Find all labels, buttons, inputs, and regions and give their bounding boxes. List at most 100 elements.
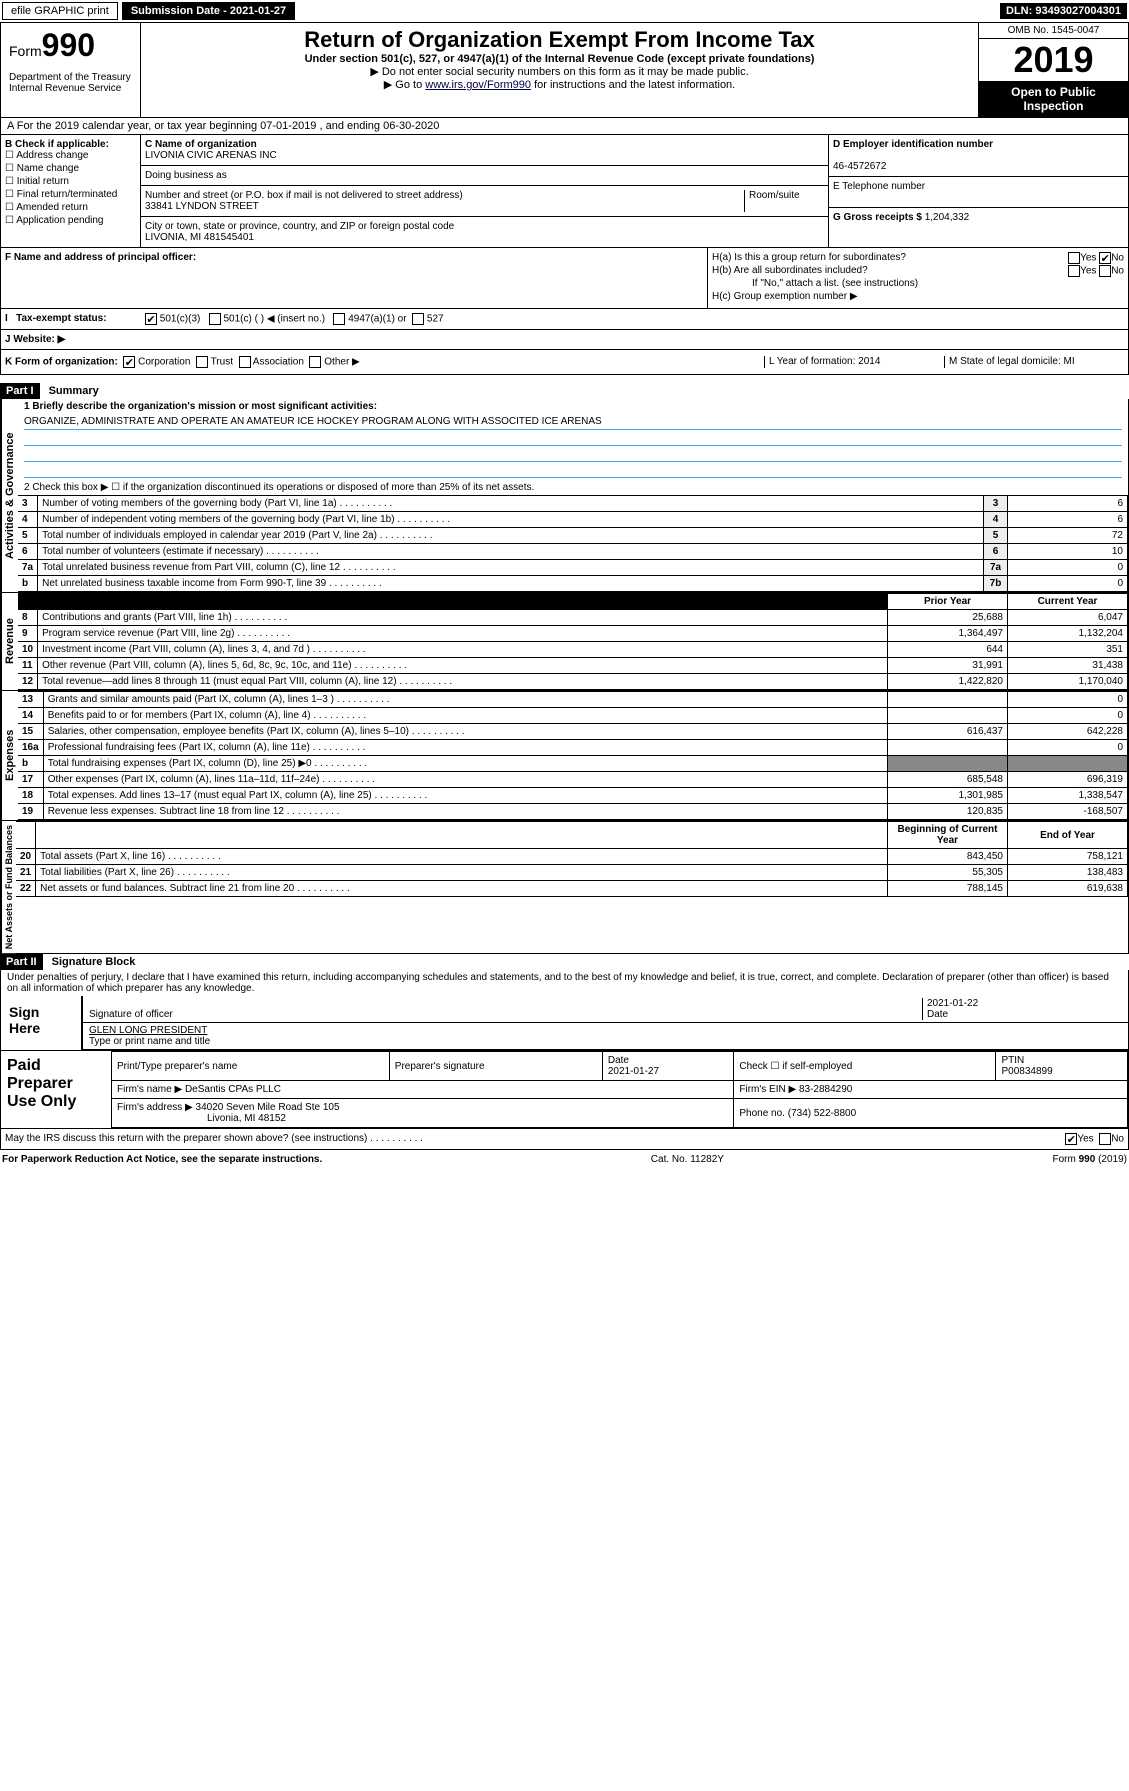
form-label: Form: [9, 43, 42, 59]
submission-btn[interactable]: Submission Date - 2021-01-27: [122, 2, 295, 20]
row-k: K Form of organization: Corporation Trus…: [0, 350, 1129, 375]
form-number-box: Form990 Department of the Treasury Inter…: [1, 23, 141, 117]
na-hdr: Beginning of Current YearEnd of Year: [16, 822, 1128, 849]
hb-yes[interactable]: [1068, 265, 1080, 277]
f-label: F Name and address of principal officer:: [5, 252, 196, 263]
revenue-section: Revenue Prior YearCurrent Year 8Contribu…: [0, 593, 1129, 691]
chk-pending[interactable]: ☐ Application pending: [5, 215, 136, 226]
discuss-text: May the IRS discuss this return with the…: [5, 1133, 1065, 1145]
pp-date: Date2021-01-27: [602, 1052, 733, 1081]
city-box: City or town, state or province, country…: [141, 217, 828, 247]
side-activities: Activities & Governance: [1, 399, 18, 592]
chk-4947[interactable]: [333, 313, 345, 325]
irs-link[interactable]: www.irs.gov/Form990: [425, 79, 531, 91]
subtitle2: ▶ Do not enter social security numbers o…: [145, 65, 974, 78]
discuss-yes[interactable]: [1065, 1133, 1077, 1145]
city: LIVONIA, MI 481545401: [145, 232, 254, 243]
side-revenue: Revenue: [1, 593, 18, 690]
header-title-box: Return of Organization Exempt From Incom…: [141, 23, 978, 117]
part1-header-row: Part I Summary: [0, 383, 1129, 399]
part1-title: Summary: [43, 383, 105, 399]
chk-final[interactable]: ☐ Final return/terminated: [5, 189, 136, 200]
hdr-current: Current Year: [1008, 594, 1128, 610]
hc-line: H(c) Group exemption number ▶: [712, 291, 1124, 302]
chk-initial[interactable]: ☐ Initial return: [5, 176, 136, 187]
org-name: LIVONIA CIVIC ARENAS INC: [145, 150, 277, 161]
subtitle1: Under section 501(c), 527, or 4947(a)(1)…: [145, 53, 974, 65]
row-a: A For the 2019 calendar year, or tax yea…: [0, 118, 1129, 135]
chk-name[interactable]: ☐ Name change: [5, 163, 136, 174]
topbar: efile GRAPHIC print Submission Date - 20…: [0, 0, 1129, 22]
discuss-no[interactable]: [1099, 1133, 1111, 1145]
open-public: Open to Public Inspection: [979, 81, 1128, 117]
part2-header-row: Part II Signature Block: [0, 954, 1129, 970]
chk-527[interactable]: [412, 313, 424, 325]
mission-blank1: [24, 432, 1122, 446]
chk-assoc[interactable]: [239, 356, 251, 368]
opt-trust: Trust: [211, 357, 233, 368]
officer-name-row: GLEN LONG PRESIDENT Type or print name a…: [83, 1023, 1128, 1050]
chk-trust[interactable]: [196, 356, 208, 368]
col-de: D Employer identification number 46-4572…: [828, 135, 1128, 247]
form-title: Return of Organization Exempt From Incom…: [145, 27, 974, 53]
table-row: 13Grants and similar amounts paid (Part …: [18, 692, 1128, 708]
part2-title: Signature Block: [46, 954, 142, 970]
i-label: I Tax-exempt status:: [5, 313, 145, 325]
hb-note: If "No," attach a list. (see instruction…: [712, 278, 1124, 289]
expenses-section: Expenses 13Grants and similar amounts pa…: [0, 691, 1129, 821]
paid-preparer: Paid Preparer Use Only Print/Type prepar…: [0, 1051, 1129, 1129]
footer-left: For Paperwork Reduction Act Notice, see …: [2, 1154, 322, 1165]
org-name-box: C Name of organization LIVONIA CIVIC ARE…: [141, 135, 828, 166]
chk-address[interactable]: ☐ Address change: [5, 150, 136, 161]
officer-name: GLEN LONG PRESIDENT: [89, 1025, 207, 1036]
revenue-table: Prior YearCurrent Year 8Contributions an…: [18, 593, 1128, 690]
hb-no[interactable]: [1099, 265, 1111, 277]
mission-blank3: [24, 464, 1122, 478]
sig-date-lbl: Date: [927, 1009, 948, 1020]
chk-501c3[interactable]: [145, 313, 157, 325]
chk-amended[interactable]: ☐ Amended return: [5, 202, 136, 213]
subtitle3: ▶ Go to www.irs.gov/Form990 for instruct…: [145, 78, 974, 91]
pp-selfemp[interactable]: Check ☐ if self-employed: [734, 1052, 996, 1081]
chk-501c[interactable]: [209, 313, 221, 325]
netassets-section: Net Assets or Fund Balances Beginning of…: [0, 821, 1129, 954]
row-i: I Tax-exempt status: 501(c)(3) 501(c) ( …: [0, 309, 1129, 330]
ha-yes[interactable]: [1068, 252, 1080, 264]
rev-hdr: Prior YearCurrent Year: [18, 594, 1128, 610]
paid-table: Print/Type preparer's name Preparer's si…: [111, 1051, 1128, 1128]
col-h: H(a) Is this a group return for subordin…: [708, 248, 1128, 308]
table-row: 14Benefits paid to or for members (Part …: [18, 708, 1128, 724]
sig-officer-lbl: Signature of officer: [89, 1009, 173, 1020]
chk-other[interactable]: [309, 356, 321, 368]
b-label: B Check if applicable:: [5, 139, 136, 150]
sub3a: ▶ Go to: [384, 79, 425, 91]
chk-corp[interactable]: [123, 356, 135, 368]
col-b: B Check if applicable: ☐ Address change …: [1, 135, 141, 247]
opt-501c3: 501(c)(3): [160, 314, 201, 325]
addr-box: Number and street (or P.O. box if mail i…: [141, 186, 828, 217]
header-right: OMB No. 1545-0047 2019 Open to Public In…: [978, 23, 1128, 117]
form-990: 990: [42, 27, 95, 63]
firm-ein-row: Firm's EIN ▶ 83-2884290: [734, 1081, 1128, 1099]
side-expenses: Expenses: [1, 691, 18, 820]
footer-right: Form 990 (2019): [1053, 1154, 1127, 1165]
table-row: 15Salaries, other compensation, employee…: [18, 724, 1128, 740]
firm-phone-row: Phone no. (734) 522-8800: [734, 1099, 1128, 1128]
col-c: C Name of organization LIVONIA CIVIC ARE…: [141, 135, 828, 247]
k-m: M State of legal domicile: MI: [944, 356, 1124, 368]
expenses-table: 13Grants and similar amounts paid (Part …: [18, 691, 1128, 820]
table-row: 6Total number of volunteers (estimate if…: [18, 544, 1128, 560]
summary-activities: 1 Briefly describe the organization's mi…: [18, 399, 1128, 592]
pp-sig-lbl: Preparer's signature: [389, 1052, 602, 1081]
ha-no[interactable]: [1099, 252, 1111, 264]
sig-officer-row: Signature of officer 2021-01-22Date: [83, 996, 1128, 1023]
efile-btn[interactable]: efile GRAPHIC print: [2, 2, 118, 20]
table-row: 3Number of voting members of the governi…: [18, 496, 1128, 512]
table-row: 5Total number of individuals employed in…: [18, 528, 1128, 544]
tax-year: 2019: [979, 39, 1128, 81]
mission: ORGANIZE, ADMINISTRATE AND OPERATE AN AM…: [24, 416, 1122, 430]
table-row: 7aTotal unrelated business revenue from …: [18, 560, 1128, 576]
hb-line: H(b) Are all subordinates included? Yes …: [712, 265, 1124, 276]
tel-box: E Telephone number: [829, 177, 1128, 208]
table-row: 17Other expenses (Part IX, column (A), l…: [18, 772, 1128, 788]
